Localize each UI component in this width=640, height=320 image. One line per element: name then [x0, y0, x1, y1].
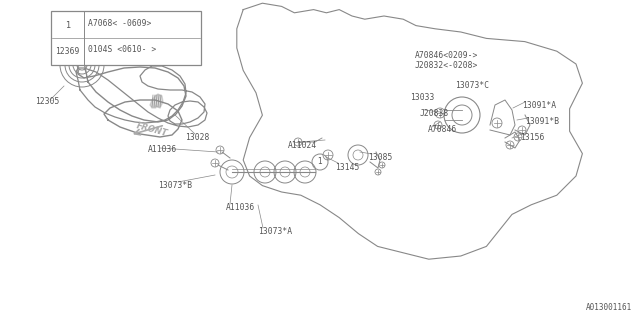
Text: 13091*B: 13091*B	[525, 117, 559, 126]
Text: J20832<-0208>: J20832<-0208>	[415, 61, 478, 70]
Polygon shape	[150, 94, 163, 108]
Text: 12369: 12369	[55, 47, 79, 57]
Text: 1: 1	[65, 20, 70, 29]
Text: A70846<0209->: A70846<0209->	[415, 52, 478, 60]
Text: A11024: A11024	[288, 140, 317, 149]
Text: 13028: 13028	[185, 132, 209, 141]
Text: 13033: 13033	[410, 93, 435, 102]
Text: A11036: A11036	[148, 146, 177, 155]
Text: FRONT: FRONT	[135, 121, 169, 138]
FancyBboxPatch shape	[51, 11, 201, 65]
Text: A013001161: A013001161	[586, 303, 632, 312]
Text: 1: 1	[317, 157, 323, 166]
Text: 12305: 12305	[35, 98, 60, 107]
Text: 13091*A: 13091*A	[522, 100, 556, 109]
Text: A11036: A11036	[226, 204, 255, 212]
Text: A70846: A70846	[428, 125, 457, 134]
Text: 13145: 13145	[335, 163, 360, 172]
Text: 13156: 13156	[520, 132, 545, 141]
Text: A7068< -0609>: A7068< -0609>	[88, 20, 152, 28]
Text: J20838: J20838	[420, 108, 449, 117]
Text: 13073*C: 13073*C	[455, 81, 489, 90]
Text: 0104S <0610- >: 0104S <0610- >	[88, 45, 156, 54]
Text: 13085: 13085	[368, 154, 392, 163]
Text: 13073*B: 13073*B	[158, 180, 192, 189]
Text: 13073*A: 13073*A	[258, 228, 292, 236]
